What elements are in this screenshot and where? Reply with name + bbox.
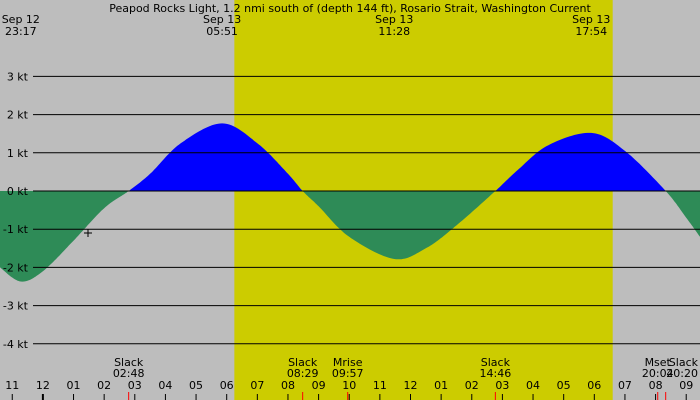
x-tick-label: 04 [526,379,540,392]
event-time: 14:46 [480,367,512,380]
event-label: Slack [114,356,144,369]
x-tick-label: 05 [557,379,571,392]
extreme-date-label: Sep 13 [203,13,241,26]
extreme-date-label: Sep 13 [572,13,610,26]
extreme-time-label: 11:28 [378,25,410,38]
event-label: Mset [645,356,672,369]
x-tick-label: 05 [189,379,203,392]
x-tick-label: 06 [220,379,234,392]
y-tick-label: -3 kt [3,300,29,313]
x-tick-label: 12 [404,379,418,392]
x-tick-label: 11 [5,379,19,392]
x-tick-label: 12 [36,379,50,392]
x-tick-label: 06 [587,379,601,392]
x-tick-label: 01 [434,379,448,392]
y-tick-label: 2 kt [7,109,29,122]
x-tick-label: 08 [649,379,663,392]
x-tick-label: 10 [342,379,356,392]
flood-area [0,123,700,191]
ebb-area [0,191,700,282]
x-tick-label: 03 [128,379,142,392]
extreme-date-label: Sep 12 [2,13,40,26]
chart-title: Peapod Rocks Light, 1.2 nmi south of (de… [109,2,591,15]
y-tick-label: 1 kt [7,147,29,160]
x-tick-label: 07 [618,379,632,392]
x-tick-label: 01 [67,379,81,392]
x-tick-label: 03 [495,379,509,392]
event-label: Slack [669,356,699,369]
event-label: Slack [288,356,318,369]
crosshair-icon [84,229,92,237]
current-area [0,123,700,282]
extreme-time-label: 23:17 [5,25,37,38]
extreme-time-label: 05:51 [206,25,238,38]
x-tick-label: 04 [158,379,172,392]
y-tick-label: -4 kt [3,338,29,351]
y-tick-label: 0 kt [7,185,29,198]
y-tick-label: -1 kt [3,223,29,236]
y-tick-label: 3 kt [7,70,29,83]
grid-lines [33,75,700,345]
x-tick-label: 09 [679,379,693,392]
event-labels: Slack02:48Slack08:29Mrise09:57Slack14:46… [113,356,699,400]
extreme-time-label: 17:54 [575,25,607,38]
x-tick-labels: 11 12 01 02 03 04 05 06 07 08 09 10 11 12 01 02 03 04 05 06… [5,379,693,400]
y-tick-labels: 3 kt 2 kt 1 kt 0 kt -1 kt -2 kt -3 kt -4 kt [3,70,29,350]
x-tick-label: 02 [97,379,111,392]
x-tick-label: 07 [250,379,264,392]
extreme-date-label: Sep 13 [375,13,413,26]
event-label: Mrise [333,356,363,369]
event-time: 20:04 [642,367,674,380]
x-tick-label: 11 [373,379,387,392]
event-time: 09:57 [332,367,364,380]
event-time: 08:29 [287,367,319,380]
x-tick-label: 02 [465,379,479,392]
y-tick-label: -2 kt [3,261,29,274]
event-label: Slack [481,356,511,369]
event-time: 02:48 [113,367,145,380]
x-tick-label: 08 [281,379,295,392]
x-tick-label: 09 [312,379,326,392]
event-time: 20:20 [666,367,698,380]
